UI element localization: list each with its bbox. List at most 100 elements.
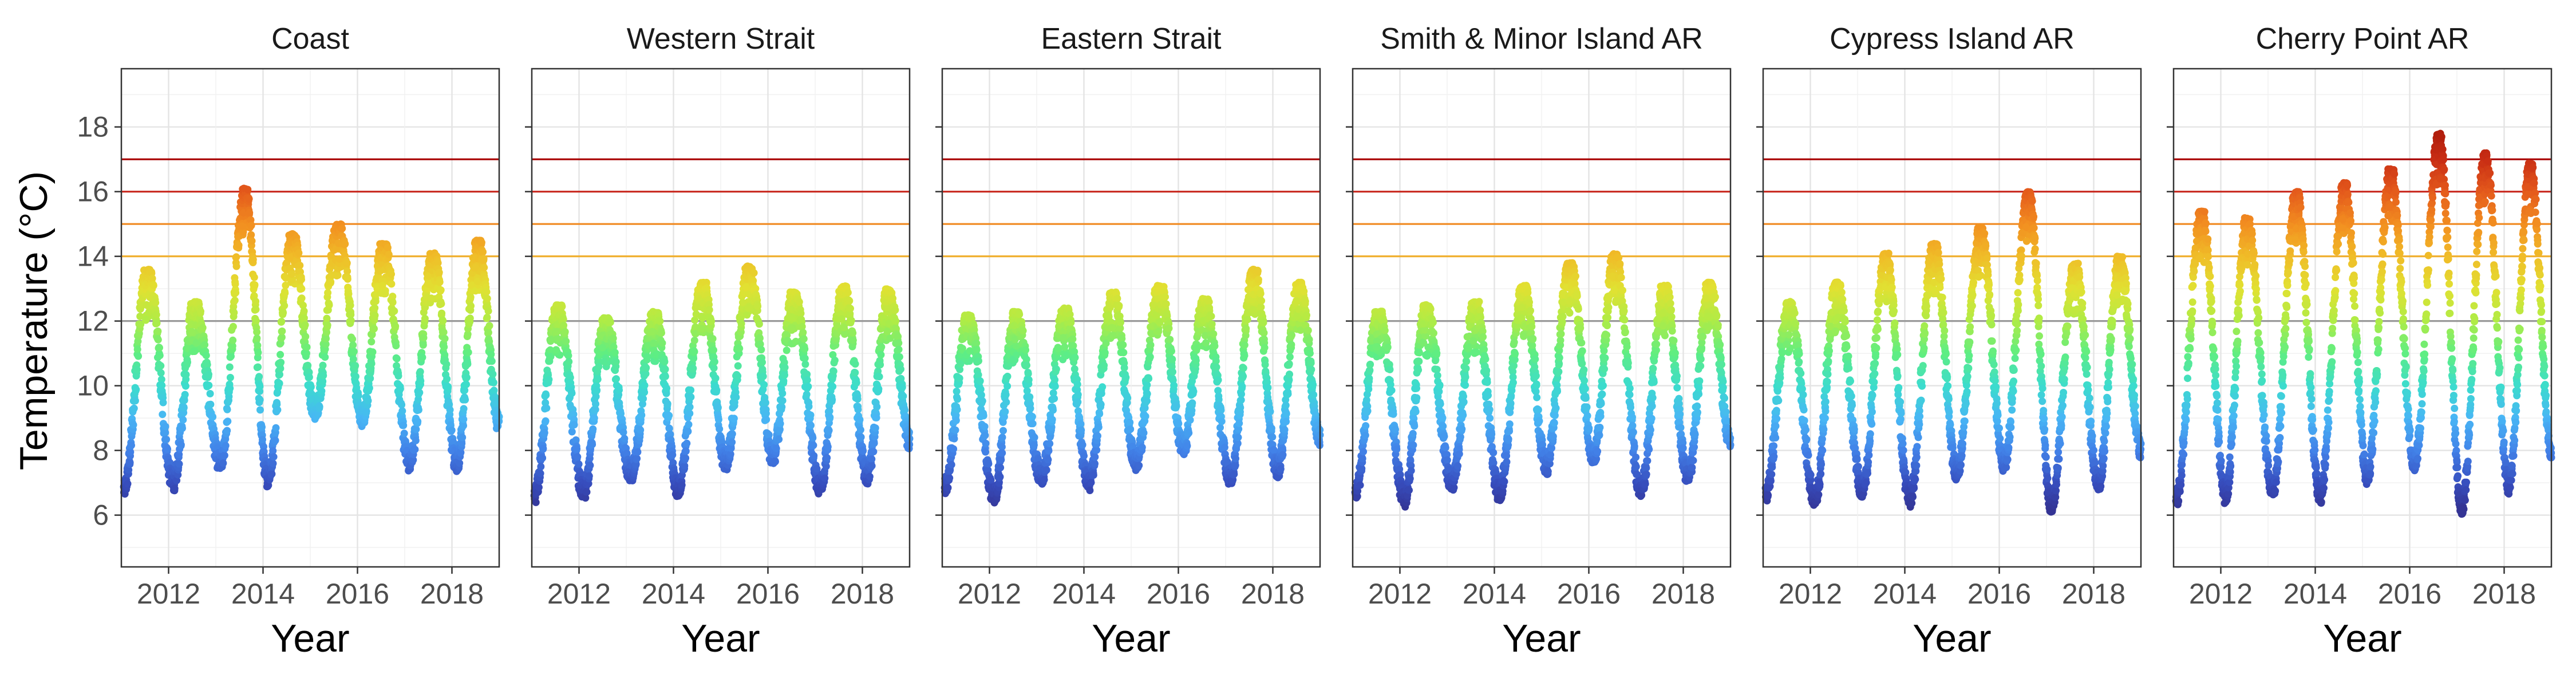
data-point <box>998 450 1006 457</box>
data-point <box>350 356 357 363</box>
data-point <box>207 401 214 408</box>
data-point <box>447 406 454 413</box>
data-point <box>779 390 786 397</box>
data-point <box>417 368 424 376</box>
data-point <box>945 484 952 491</box>
data-point <box>142 316 149 324</box>
data-point <box>163 436 170 443</box>
data-point <box>412 425 420 433</box>
data-point <box>372 298 380 305</box>
data-point <box>985 460 992 468</box>
data-point <box>760 373 767 380</box>
y-tick-label: 6 <box>93 499 109 531</box>
x-tick-label: 2012 <box>547 578 611 610</box>
data-point <box>586 472 593 480</box>
data-point <box>562 328 569 336</box>
data-point <box>571 421 578 428</box>
data-point <box>333 272 341 279</box>
data-point <box>232 253 240 261</box>
data-point <box>201 341 208 349</box>
data-point <box>485 329 492 336</box>
data-point <box>846 297 853 305</box>
data-point <box>750 269 758 277</box>
data-point <box>439 317 447 325</box>
data-point <box>1002 399 1010 406</box>
data-point <box>831 357 839 364</box>
data-point <box>456 459 463 467</box>
y-tick-label: 14 <box>77 240 109 273</box>
data-point <box>620 429 627 436</box>
data-point <box>633 455 641 462</box>
data-point <box>322 335 330 342</box>
data-point <box>191 348 199 355</box>
data-point <box>222 442 230 450</box>
x-tick-label: 2018 <box>420 578 484 610</box>
data-point <box>1044 456 1052 463</box>
data-point <box>762 399 769 407</box>
data-point <box>1001 408 1009 415</box>
data-point <box>775 436 783 443</box>
data-point <box>545 376 552 383</box>
data-point <box>177 441 185 448</box>
data-point <box>593 387 600 394</box>
data-point <box>219 459 227 467</box>
data-point <box>442 361 450 368</box>
data-point <box>248 222 255 229</box>
data-point <box>757 346 765 353</box>
data-point <box>686 410 693 417</box>
x-axis-title: Year <box>271 617 349 660</box>
data-point <box>256 396 264 404</box>
data-point <box>463 374 471 381</box>
data-point <box>876 361 884 368</box>
data-point <box>183 371 190 378</box>
data-point <box>464 360 471 368</box>
data-point <box>615 387 623 394</box>
data-point <box>661 358 669 365</box>
data-point <box>296 262 303 269</box>
x-tick-label: 2016 <box>326 578 389 610</box>
data-point <box>460 422 467 429</box>
data-point <box>899 384 906 391</box>
panel-title: Coast <box>271 22 349 56</box>
data-point <box>829 383 836 391</box>
data-point <box>368 360 376 368</box>
data-point <box>611 349 619 356</box>
data-point <box>537 470 544 477</box>
data-point <box>400 421 407 429</box>
data-point <box>807 411 815 419</box>
data-point <box>182 383 189 390</box>
data-point <box>687 393 694 401</box>
data-point <box>318 387 325 395</box>
data-point <box>184 358 191 366</box>
data-point <box>160 399 167 407</box>
data-point <box>956 374 963 382</box>
data-point <box>997 464 1004 471</box>
data-point <box>873 414 880 421</box>
data-point <box>251 281 259 289</box>
data-point <box>484 314 491 321</box>
data-point <box>825 427 833 434</box>
data-point <box>1029 420 1037 427</box>
data-point <box>272 437 279 444</box>
data-point <box>156 344 163 352</box>
data-point <box>840 324 848 332</box>
data-point <box>371 304 378 312</box>
data-point <box>954 406 961 413</box>
data-point <box>368 338 375 345</box>
data-point <box>732 393 740 401</box>
data-point <box>709 335 717 342</box>
data-point <box>252 306 260 313</box>
data-point <box>980 412 987 420</box>
data-point <box>352 373 359 380</box>
data-point <box>155 336 162 344</box>
data-point <box>574 453 581 460</box>
data-point <box>982 448 989 456</box>
data-point <box>1020 327 1027 334</box>
data-point <box>772 458 779 466</box>
data-point <box>401 429 408 437</box>
data-point <box>244 186 251 194</box>
data-point <box>738 320 745 328</box>
